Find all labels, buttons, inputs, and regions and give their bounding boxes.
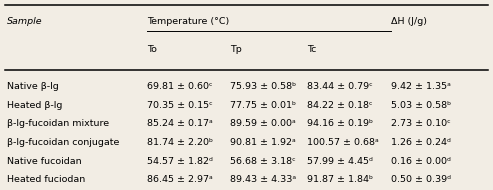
- Text: 5.03 ± 0.58ᵇ: 5.03 ± 0.58ᵇ: [391, 101, 452, 110]
- Text: 89.59 ± 0.00ᵃ: 89.59 ± 0.00ᵃ: [230, 119, 295, 128]
- Text: 1.26 ± 0.24ᵈ: 1.26 ± 0.24ᵈ: [391, 138, 451, 147]
- Text: Heated β-lg: Heated β-lg: [7, 101, 63, 110]
- Text: 100.57 ± 0.68ᵃ: 100.57 ± 0.68ᵃ: [307, 138, 379, 147]
- Text: 0.50 ± 0.39ᵈ: 0.50 ± 0.39ᵈ: [391, 175, 452, 184]
- Text: 90.81 ± 1.92ᵃ: 90.81 ± 1.92ᵃ: [230, 138, 295, 147]
- Text: Tc: Tc: [307, 45, 317, 54]
- Text: β-lg-fucoidan mixture: β-lg-fucoidan mixture: [7, 119, 109, 128]
- Text: 81.74 ± 2.20ᵇ: 81.74 ± 2.20ᵇ: [147, 138, 213, 147]
- Text: ΔH (J/g): ΔH (J/g): [391, 17, 427, 26]
- Text: 86.45 ± 2.97ᵃ: 86.45 ± 2.97ᵃ: [147, 175, 213, 184]
- Text: Native β-lg: Native β-lg: [7, 82, 59, 91]
- Text: Temperature (°C): Temperature (°C): [147, 17, 230, 26]
- Text: 84.22 ± 0.18ᶜ: 84.22 ± 0.18ᶜ: [307, 101, 373, 110]
- Text: 77.75 ± 0.01ᵇ: 77.75 ± 0.01ᵇ: [230, 101, 296, 110]
- Text: 54.57 ± 1.82ᵈ: 54.57 ± 1.82ᵈ: [147, 157, 213, 166]
- Text: 91.87 ± 1.84ᵇ: 91.87 ± 1.84ᵇ: [307, 175, 373, 184]
- Text: 69.81 ± 0.60ᶜ: 69.81 ± 0.60ᶜ: [147, 82, 213, 91]
- Text: Sample: Sample: [7, 17, 43, 26]
- Text: 89.43 ± 4.33ᵃ: 89.43 ± 4.33ᵃ: [230, 175, 296, 184]
- Text: To: To: [147, 45, 157, 54]
- Text: Native fucoidan: Native fucoidan: [7, 157, 82, 166]
- Text: 94.16 ± 0.19ᵇ: 94.16 ± 0.19ᵇ: [307, 119, 373, 128]
- Text: 83.44 ± 0.79ᶜ: 83.44 ± 0.79ᶜ: [307, 82, 373, 91]
- Text: 85.24 ± 0.17ᵃ: 85.24 ± 0.17ᵃ: [147, 119, 213, 128]
- Text: 2.73 ± 0.10ᶜ: 2.73 ± 0.10ᶜ: [391, 119, 451, 128]
- Text: 56.68 ± 3.18ᶜ: 56.68 ± 3.18ᶜ: [230, 157, 295, 166]
- Text: 57.99 ± 4.45ᵈ: 57.99 ± 4.45ᵈ: [307, 157, 373, 166]
- Text: 9.42 ± 1.35ᵃ: 9.42 ± 1.35ᵃ: [391, 82, 451, 91]
- Text: β-lg-fucoidan conjugate: β-lg-fucoidan conjugate: [7, 138, 120, 147]
- Text: 75.93 ± 0.58ᵇ: 75.93 ± 0.58ᵇ: [230, 82, 296, 91]
- Text: 70.35 ± 0.15ᶜ: 70.35 ± 0.15ᶜ: [147, 101, 213, 110]
- Text: 0.16 ± 0.00ᵈ: 0.16 ± 0.00ᵈ: [391, 157, 451, 166]
- Text: Heated fuciodan: Heated fuciodan: [7, 175, 86, 184]
- Text: Tp: Tp: [230, 45, 242, 54]
